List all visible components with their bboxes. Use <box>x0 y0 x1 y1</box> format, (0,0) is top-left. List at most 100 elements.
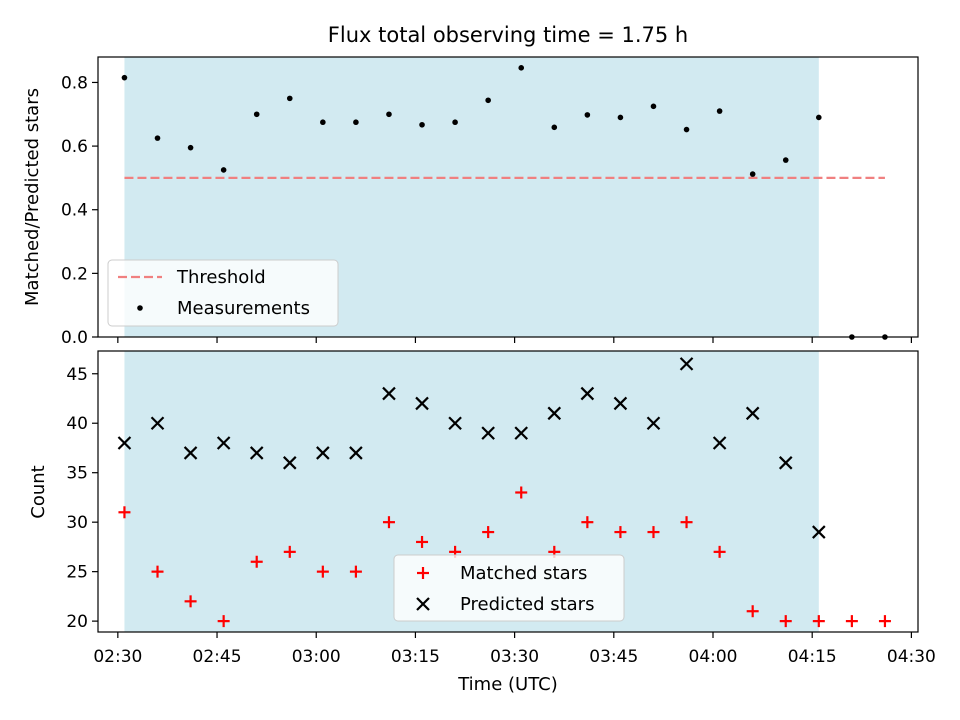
matched-star-point <box>515 486 528 499</box>
matched-legend-label: Matched stars <box>460 563 587 584</box>
matched-star-point <box>680 516 693 529</box>
measurement-point <box>816 114 822 121</box>
measurement-point <box>320 119 326 126</box>
predicted-legend-marker <box>416 597 430 611</box>
predicted-star-point <box>282 456 297 470</box>
top-panel: 0.00.20.40.60.8 Matched/Predicted stars … <box>22 56 919 348</box>
matched-star-point <box>647 526 660 539</box>
matched-legend-marker <box>417 567 429 579</box>
measurement-point <box>518 65 525 71</box>
predicted-legend-label: Predicted stars <box>460 594 594 615</box>
measurement-point <box>650 103 657 110</box>
measurement-point <box>584 112 591 118</box>
predicted-star-point <box>216 436 231 450</box>
bottom-y-tick-label: 40 <box>66 414 88 434</box>
top-legend: Threshold Measurements <box>107 259 339 327</box>
x-tick-label: 03:15 <box>391 647 440 667</box>
measurements-legend-marker <box>137 305 143 311</box>
top-legend-box <box>107 259 339 327</box>
measurement-point <box>683 126 690 133</box>
x-tick-label: 04:30 <box>887 647 936 667</box>
top-axes-frame <box>97 56 919 338</box>
predicted-star-point <box>580 386 595 401</box>
matched-star-point <box>878 615 891 628</box>
matched-star-point <box>581 516 594 529</box>
measurement-point <box>617 114 624 121</box>
measurement-point <box>485 97 491 104</box>
predicted-star-point <box>481 426 495 440</box>
top-y-tick-label: 0.6 <box>61 137 88 157</box>
predicted-star-point <box>316 446 330 460</box>
matched-star-point <box>482 526 495 539</box>
matched-star-point <box>779 615 792 628</box>
x-tick-label: 04:15 <box>788 647 837 667</box>
matched-star-point <box>349 565 362 578</box>
predicted-star-point <box>712 436 727 450</box>
predicted-star-point <box>745 406 760 421</box>
measurement-point <box>452 119 458 126</box>
predicted-star-point <box>183 446 198 460</box>
predicted-legend-cross <box>416 597 430 611</box>
measurements-legend-label: Measurements <box>177 298 310 319</box>
matched-star-point <box>316 565 329 578</box>
matched-star-point <box>217 615 230 628</box>
matched-star-point <box>845 615 858 628</box>
bottom-legend-box <box>393 554 625 622</box>
x-tick-label: 03:30 <box>490 647 539 667</box>
predicted-star-point <box>547 406 562 421</box>
matched-star-point <box>416 535 429 548</box>
measurement-point <box>716 108 723 114</box>
predicted-star-point <box>117 436 132 450</box>
matched-star-point <box>746 605 759 618</box>
measurement-point <box>154 135 161 141</box>
measurement-point <box>782 157 789 163</box>
measurement-point <box>253 111 260 118</box>
matched-star-point <box>713 545 726 558</box>
matched-star-point <box>614 526 627 539</box>
top-y-tick-label: 0.4 <box>61 201 88 221</box>
x-tick-label: 03:45 <box>589 647 638 667</box>
predicted-star-point <box>150 416 165 431</box>
measurement-point <box>121 74 128 81</box>
matched-legend-plus <box>417 567 429 579</box>
bottom-y-tick-label: 20 <box>66 612 88 632</box>
measurement-point <box>353 119 359 126</box>
matched-star-point <box>283 545 296 558</box>
top-y-tick-label: 0.0 <box>61 328 88 348</box>
predicted-star-point <box>646 416 661 431</box>
predicted-star-point <box>249 446 264 460</box>
measurement-point <box>551 124 558 131</box>
bottom-legend: Matched stars Predicted stars <box>393 554 625 622</box>
x-tick-label: 02:45 <box>193 647 242 667</box>
matched-star-point <box>151 565 164 578</box>
matched-star-point <box>250 555 263 568</box>
matched-star-point <box>184 595 197 608</box>
measurement-point <box>220 167 227 173</box>
measurement-point <box>286 95 293 102</box>
predicted-star-point <box>812 525 826 539</box>
top-y-tick-label: 0.8 <box>61 73 88 93</box>
measurement-point <box>386 111 392 118</box>
predicted-star-point <box>448 416 462 431</box>
bottom-panel: 20 25 30 35 40 45 02:30 02:45 03:00 03:15 03:30 03:… <box>28 350 936 695</box>
bottom-y-tick-label: 35 <box>66 464 88 484</box>
predicted-star-point <box>613 396 628 411</box>
x-tick-label: 03:00 <box>292 647 341 667</box>
measurement-point <box>749 171 756 177</box>
x-axis-label: Time (UTC) <box>457 674 558 695</box>
predicted-star-point <box>679 357 694 371</box>
bottom-y-tick-label: 30 <box>66 513 88 533</box>
matched-star-point <box>118 506 131 519</box>
predicted-star-point <box>514 426 529 440</box>
predicted-star-point <box>349 446 363 460</box>
threshold-legend-label: Threshold <box>176 267 266 288</box>
measurement-point <box>187 144 194 151</box>
predicted-star-point <box>415 396 429 411</box>
top-y-axis-label: Matched/Predicted stars <box>22 88 43 306</box>
bottom-y-tick-label: 45 <box>66 365 88 385</box>
bottom-y-axis-label: Count <box>28 465 49 518</box>
bottom-y-tick-label: 25 <box>66 563 88 583</box>
matched-star-point <box>382 516 395 529</box>
chart-title: Flux total observing time = 1.75 h <box>328 23 688 47</box>
